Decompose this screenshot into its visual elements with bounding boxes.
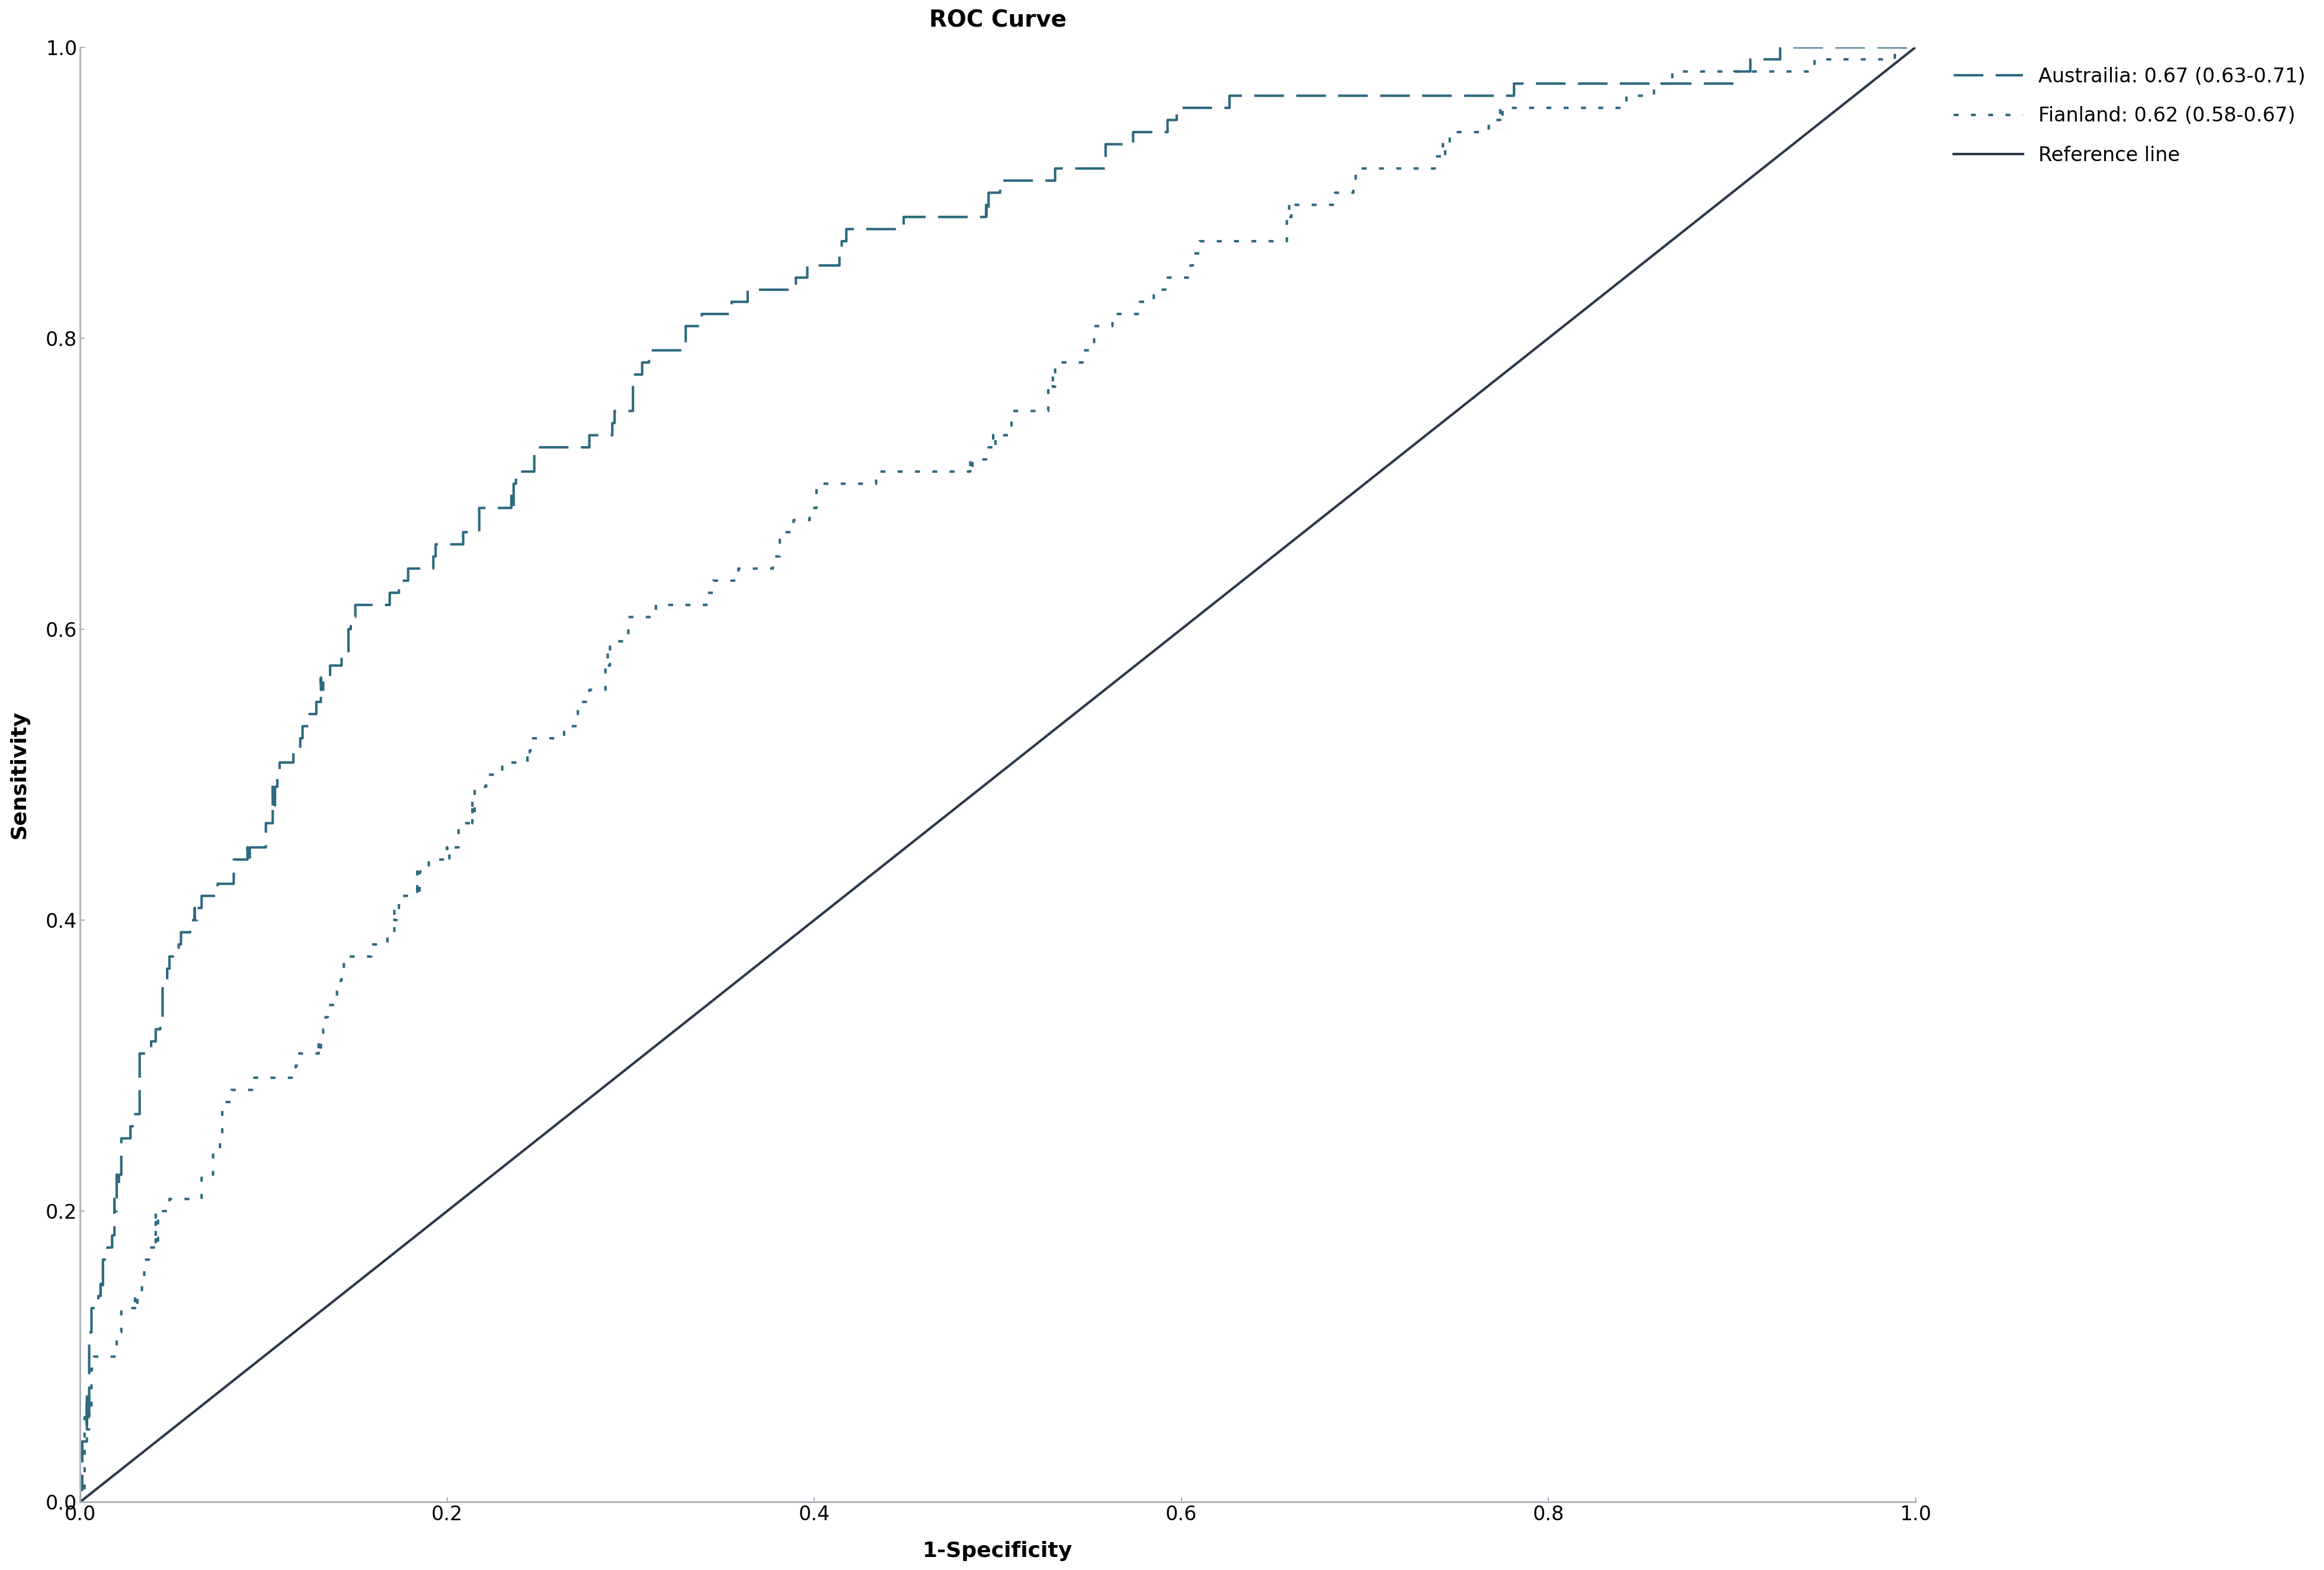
Fianland: 0.62 (0.58-0.67): (0.516, 0.75): 0.62 (0.58-0.67): (0.516, 0.75) xyxy=(1013,402,1041,421)
Line: Fianland: 0.62 (0.58-0.67): Fianland: 0.62 (0.58-0.67) xyxy=(79,47,1915,1502)
Legend: Austrailia: 0.67 (0.63-0.71), Fianland: 0.62 (0.58-0.67), Reference line: Austrailia: 0.67 (0.63-0.71), Fianland: … xyxy=(1943,57,2315,174)
Austrailia: 0.67 (0.63-0.71): (0.0275, 0.25): 0.67 (0.63-0.71): (0.0275, 0.25) xyxy=(116,1129,144,1148)
Fianland: 0.62 (0.58-0.67): (0.976, 0.992): 0.62 (0.58-0.67): (0.976, 0.992) xyxy=(1857,50,1885,69)
Austrailia: 0.67 (0.63-0.71): (0.159, 0.617): 0.67 (0.63-0.71): (0.159, 0.617) xyxy=(358,595,386,614)
Fianland: 0.62 (0.58-0.67): (1, 1): 0.62 (0.58-0.67): (1, 1) xyxy=(1901,38,1929,57)
Fianland: 0.62 (0.58-0.67): (0.186, 0.433): 0.62 (0.58-0.67): (0.186, 0.433) xyxy=(409,862,437,881)
Line: Austrailia: 0.67 (0.63-0.71): Austrailia: 0.67 (0.63-0.71) xyxy=(79,47,1915,1502)
Austrailia: 0.67 (0.63-0.71): (0, 0): 0.67 (0.63-0.71): (0, 0) xyxy=(65,1493,93,1512)
Fianland: 0.62 (0.58-0.67): (0.531, 0.783): 0.62 (0.58-0.67): (0.531, 0.783) xyxy=(1041,353,1069,372)
Austrailia: 0.67 (0.63-0.71): (0.926, 1): 0.67 (0.63-0.71): (0.926, 1) xyxy=(1766,38,1794,57)
Fianland: 0.62 (0.58-0.67): (0.899, 0.983): 0.62 (0.58-0.67): (0.899, 0.983) xyxy=(1715,63,1743,82)
Fianland: 0.62 (0.58-0.67): (0, 0): 0.62 (0.58-0.67): (0, 0) xyxy=(65,1493,93,1512)
Title: ROC Curve: ROC Curve xyxy=(930,9,1067,31)
Y-axis label: Sensitivity: Sensitivity xyxy=(9,711,28,838)
Fianland: 0.62 (0.58-0.67): (0.989, 1): 0.62 (0.58-0.67): (0.989, 1) xyxy=(1880,38,1908,57)
Austrailia: 0.67 (0.63-0.71): (0.495, 0.892): 0.67 (0.63-0.71): (0.495, 0.892) xyxy=(974,195,1002,214)
X-axis label: 1-Specificity: 1-Specificity xyxy=(923,1542,1074,1561)
Austrailia: 0.67 (0.63-0.71): (0.9, 0.975): 0.67 (0.63-0.71): (0.9, 0.975) xyxy=(1717,74,1745,93)
Austrailia: 0.67 (0.63-0.71): (1, 1): 0.67 (0.63-0.71): (1, 1) xyxy=(1901,38,1929,57)
Austrailia: 0.67 (0.63-0.71): (0.976, 1): 0.67 (0.63-0.71): (0.976, 1) xyxy=(1857,38,1885,57)
Austrailia: 0.67 (0.63-0.71): (0.512, 0.908): 0.67 (0.63-0.71): (0.512, 0.908) xyxy=(1006,171,1034,190)
Fianland: 0.62 (0.58-0.67): (0.0387, 0.175): 0.62 (0.58-0.67): (0.0387, 0.175) xyxy=(137,1239,165,1258)
